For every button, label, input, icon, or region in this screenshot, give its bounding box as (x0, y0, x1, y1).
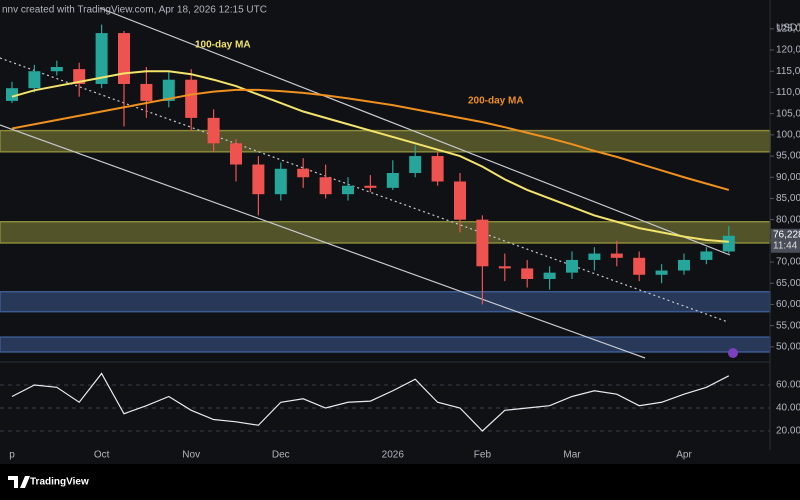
y-tick-label: 120,000 (776, 45, 800, 56)
y-tick-label: 60,000 (776, 299, 800, 310)
y-tick-label: 55,000 (776, 320, 800, 331)
candle-body (700, 251, 713, 260)
y-tick-label: 105,000 (776, 108, 800, 119)
channel-upper (99, 7, 731, 256)
ma-line (11, 88, 730, 191)
zone (0, 336, 771, 353)
candle-body (252, 164, 265, 195)
candle-body (140, 83, 153, 101)
candle-body (6, 88, 18, 101)
header: nnv created with TradingView.com, Apr 18… (2, 5, 267, 16)
candle-body (431, 156, 444, 182)
x-tick-label: Oct (94, 450, 110, 461)
candle-body (50, 66, 63, 72)
rsi-tick-label: 20.00 (776, 426, 800, 437)
rsi-line (11, 372, 730, 432)
candle-body (185, 79, 198, 118)
last-price-label: 76,228 (773, 229, 800, 240)
logo-icon (8, 476, 30, 488)
candle-body (498, 266, 511, 269)
y-tick-label: 85,000 (776, 193, 800, 204)
candle-body (342, 185, 354, 195)
candle-body (28, 71, 41, 89)
countdown-label: 11:44 (773, 240, 798, 251)
candle-body (386, 173, 399, 188)
candle-body (364, 185, 377, 188)
y-tick-label: 65,000 (776, 278, 800, 289)
candle-body (566, 259, 578, 273)
last-price-box (771, 228, 800, 253)
candle-body (588, 253, 601, 260)
rsi-tick-label: 60.00 (776, 380, 800, 391)
y-tick-label: 100,000 (776, 129, 800, 140)
candle-body (476, 219, 489, 267)
x-tick-label: Dec (272, 450, 290, 461)
candle-body (722, 235, 735, 252)
candle-body (230, 143, 242, 165)
y-tick-label: 125,000 (776, 23, 800, 34)
x-tick-label: p (9, 450, 15, 461)
candle-body (95, 33, 108, 84)
event-icon (728, 348, 738, 358)
candle-body (274, 168, 287, 195)
candle-body (543, 272, 556, 280)
y-tick-label: 80,000 (776, 214, 800, 225)
y-tick-label: 95,000 (776, 151, 800, 162)
channel-lower (0, 124, 646, 359)
series-label: 200-day MA (468, 96, 524, 107)
series-label: 100-day MA (195, 40, 251, 51)
rsi-tick-label: 40.00 (776, 403, 800, 414)
x-tick-label: Mar (563, 450, 581, 461)
candle-body (118, 33, 130, 84)
x-tick-label: Feb (474, 450, 492, 461)
candle-body (297, 168, 310, 178)
candle-body (73, 69, 86, 84)
candle-body (319, 177, 332, 195)
candle-body (454, 181, 466, 220)
candle-body (162, 79, 175, 101)
candle-body (678, 259, 690, 271)
y-tick-label: 50,000 (776, 341, 800, 352)
y-tick-label: 90,000 (776, 172, 800, 183)
candle-body (655, 270, 668, 275)
channel-mid (0, 57, 729, 323)
x-tick-label: Nov (182, 450, 200, 461)
candle-body (207, 117, 220, 144)
candle-body (610, 253, 623, 258)
candle-body (521, 268, 534, 280)
y-tick-label: 115,000 (776, 66, 800, 77)
x-tick-label: Apr (676, 450, 692, 461)
candle-body (633, 257, 646, 275)
ma-line (11, 70, 729, 243)
logo: TradingView (30, 477, 89, 488)
y-tick-label: 110,000 (776, 87, 800, 98)
y-tick-label: 70,000 (776, 257, 800, 268)
x-tick-label: 2026 (382, 450, 405, 461)
candle-body (409, 156, 422, 174)
footer (0, 464, 800, 500)
